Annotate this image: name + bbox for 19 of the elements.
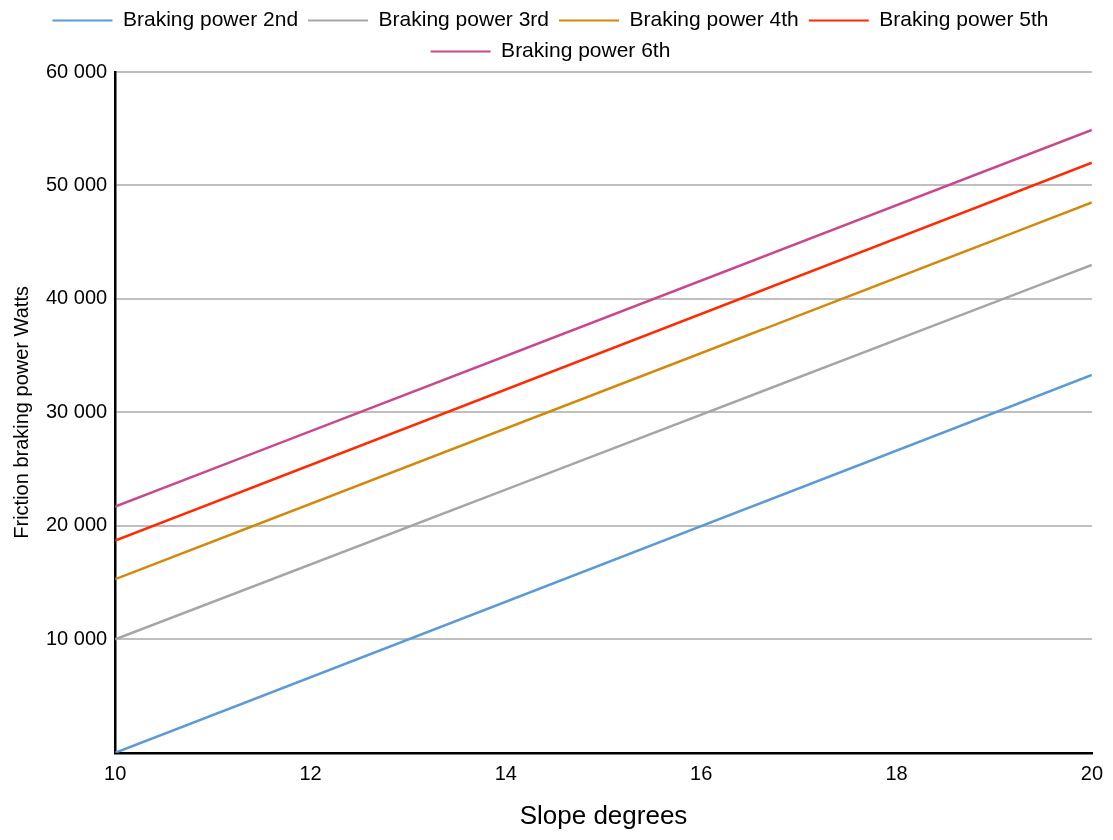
y-tick-label: 20 000	[46, 513, 108, 536]
x-tick-label: 20	[1080, 762, 1103, 785]
legend-label: Braking power 4th	[629, 7, 799, 31]
y-tick-label: 30 000	[46, 399, 108, 422]
x-axis-title: Slope degrees	[519, 799, 688, 830]
y-tick-label: 50 000	[46, 172, 108, 195]
legend-label: Braking power 3rd	[378, 7, 549, 31]
y-tick-label: 40 000	[46, 286, 108, 309]
y-tick-label: 60 000	[46, 59, 108, 82]
x-tick-label: 12	[299, 762, 322, 785]
y-tick-label: 10 000	[46, 626, 108, 649]
x-tick-label: 18	[885, 762, 908, 785]
x-tick-label: 16	[690, 762, 713, 785]
x-tick-label: 14	[494, 762, 517, 785]
legend-label: Braking power 6th	[501, 38, 671, 62]
y-axis-title: Friction braking power Watts	[9, 286, 32, 539]
legend-label: Braking power 5th	[879, 7, 1049, 31]
x-tick-label: 10	[104, 762, 127, 785]
legend-label: Braking power 2nd	[122, 7, 299, 31]
